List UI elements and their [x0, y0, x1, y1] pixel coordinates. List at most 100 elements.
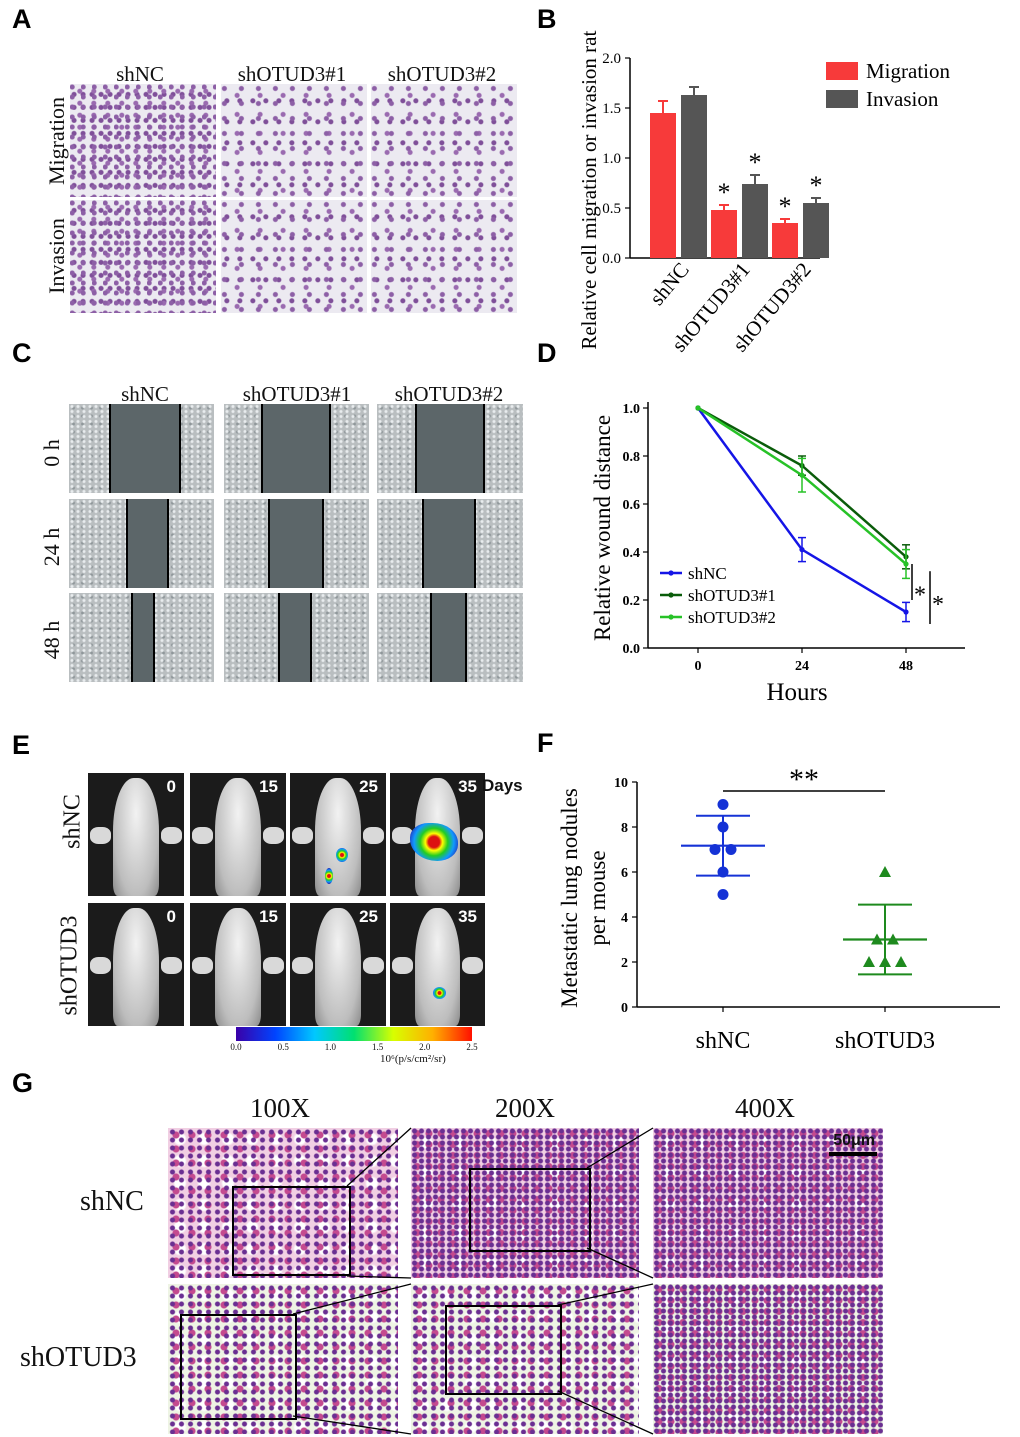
series-point-2-0 [695, 405, 701, 411]
chart-d-xtick-label: 24 [795, 659, 809, 674]
chart-f-xlabel-1: shOTUD3 [835, 1028, 935, 1054]
point-shotud3 [863, 956, 875, 967]
chart-f-ytick-label: 6 [621, 866, 628, 881]
colorbar-tick-label: 0.5 [277, 1042, 289, 1052]
chart-d-xlabel: Hours [766, 679, 827, 706]
transwell-image-invasion-shnc [70, 200, 216, 313]
colorbar-unit: 10⁶(p/s/cm²/sr) [380, 1053, 446, 1065]
chart-b-ytick-label: 1.0 [602, 151, 621, 167]
point-shotud3 [895, 956, 907, 967]
transwell-image-migration-shotud3-1 [221, 84, 367, 197]
he-image-shotud3-100x [168, 1284, 398, 1434]
chart-b-ylabel: Relative cell migration or invasion rati… [577, 30, 601, 350]
chart-f-ylabel-line2: per mouse [585, 850, 610, 945]
significance-star-1: * [914, 582, 926, 608]
chart-b-ytick-label: 0.5 [602, 201, 621, 217]
scale-bar-label: 50μm [833, 1132, 875, 1149]
ivis-mouse-shotud3-day25: 25 [290, 903, 386, 1026]
wound-image-48h-shotud3-1 [224, 593, 369, 682]
panel-a-row-invasion: Invasion [44, 218, 69, 294]
legend-label-1: shOTUD3#1 [688, 586, 776, 605]
chart-d-ytick-label: 1.0 [623, 402, 641, 417]
chart-f-ytick-label: 4 [621, 911, 628, 926]
chart-f-ylabel-line1: Metastatic lung nodules [557, 788, 582, 1008]
colorbar-tick-label: 2.5 [466, 1042, 478, 1052]
significance-star: * [749, 148, 762, 177]
bar-migration-2 [772, 223, 798, 258]
bar-chart-migration-invasion: Relative cell migration or invasion rati… [577, 30, 950, 356]
wound-image-48h-shotud3-2 [377, 593, 523, 682]
bar-migration-1 [711, 210, 737, 258]
colorbar-tick-label: 1.5 [371, 1042, 384, 1052]
bar-invasion-1 [742, 184, 768, 258]
series-point-0-2 [903, 609, 909, 615]
wound-image-24h-shotud3-2 [377, 499, 523, 588]
chart-f-xlabel-0: shNC [696, 1028, 751, 1054]
colorbar-tick-label: 0.0 [230, 1042, 242, 1052]
panel-a-column-shotud3-1: shOTUD3#1 [237, 62, 347, 86]
he-image-shnc-200x [411, 1128, 639, 1278]
he-image-shotud3-200x [411, 1284, 639, 1434]
chart-d-xtick-label: 48 [899, 659, 913, 674]
chart-d-ylabel: Relative wound distance [590, 415, 615, 641]
panel-g-column-400x: 400X [735, 1093, 795, 1123]
chart-b-bars: * * * * [650, 86, 829, 258]
chart-d-legend: shNC shOTUD3#1 shOTUD3#2 [660, 564, 776, 627]
significance-marker: ** [789, 763, 819, 796]
panel-c-row-24h: 24 h [39, 527, 64, 567]
panel-c-row-48h: 48 h [39, 620, 64, 660]
series-line-0 [696, 407, 907, 614]
chart-d-ytick-label: 0.2 [623, 594, 641, 609]
ivis-mouse-shotud3-day0: 0 [88, 903, 184, 1026]
panel-label-g: G [12, 1068, 34, 1098]
panel-label-e: E [12, 730, 31, 760]
ivis-mouse-shotud3-day35: 35 [390, 903, 485, 1026]
chart-f-ytick-label: 10 [614, 776, 628, 791]
panel-c-row-0h: 0 h [39, 439, 64, 467]
chart-d-lines: * * [695, 405, 944, 624]
panel-c-column-shotud3-2: shOTUD3#2 [394, 382, 504, 406]
panel-a-column-shnc: shNC [116, 62, 164, 86]
chart-b-ytick-label: 0.0 [602, 251, 621, 267]
bar-invasion-2 [803, 203, 829, 258]
legend-label-2: shOTUD3#2 [688, 608, 776, 627]
significance-star-2: * [932, 592, 944, 618]
panel-label-b: B [537, 4, 557, 34]
significance-star: * [810, 171, 823, 200]
point-shnc [717, 889, 729, 900]
chart-b-xlabel-0: shNC [645, 258, 694, 310]
chart-b-ytick-label: 1.5 [602, 101, 621, 117]
legend-marker-2 [668, 614, 674, 620]
legend-label-0: shNC [688, 564, 727, 583]
line-chart-wound-distance: Relative wound distance Hours 0.00.20.40… [590, 402, 965, 706]
ivis-mouse-shnc-day35: 35 [390, 773, 485, 896]
chart-f-points: ** [681, 763, 927, 976]
chart-d-ytick-label: 0.6 [623, 498, 641, 513]
ivis-mouse-shnc-day15: 15 [190, 773, 286, 896]
ivis-mouse-shotud3-day15: 15 [190, 903, 286, 1026]
chart-f-ytick-label: 0 [621, 1001, 628, 1016]
series-point-2-2 [903, 561, 909, 567]
panel-label-f: F [537, 728, 554, 758]
series-point-2-1 [799, 472, 805, 478]
transwell-image-invasion-shotud3-1 [221, 200, 367, 313]
scale-bar [829, 1152, 877, 1156]
bar-migration-0 [650, 113, 676, 258]
panel-e-row-shotud3: shOTUD3 [56, 915, 83, 1016]
colorbar-tick-label: 2.0 [419, 1042, 431, 1052]
legend-marker-1 [668, 592, 674, 598]
point-shotud3 [879, 866, 891, 877]
panel-a-row-migration: Migration [44, 97, 69, 185]
chart-f-ytick-label: 8 [621, 821, 628, 836]
transwell-image-invasion-shotud3-2 [371, 200, 517, 313]
panel-label-a: A [12, 4, 32, 34]
panel-label-c: C [12, 338, 32, 368]
wound-image-48h-shnc [69, 593, 214, 682]
legend-label-invasion: Invasion [866, 87, 939, 111]
point-shnc [717, 799, 729, 810]
panel-g-column-200x: 200X [495, 1093, 555, 1123]
he-image-shotud3-400x [653, 1284, 883, 1434]
zoom-connector-lines [292, 1127, 654, 1435]
bar-invasion-0 [681, 95, 707, 258]
scatter-plot-lung-nodules: Metastatic lung nodules per mouse 0 2 4 6 8 1… [557, 763, 1000, 1054]
